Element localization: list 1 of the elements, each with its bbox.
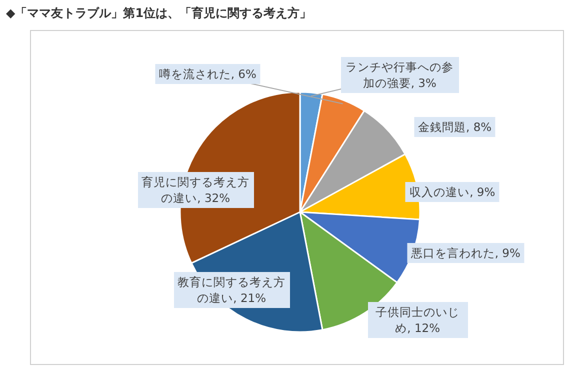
chart-title: ◆「ママ友トラブル」第1位は、「育児に関する考え方」	[6, 5, 312, 22]
